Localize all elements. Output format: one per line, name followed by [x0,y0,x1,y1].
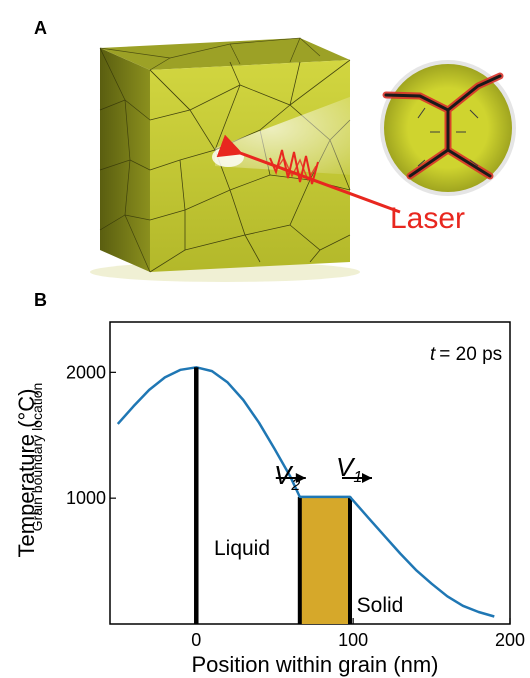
solid-label: Solid [357,594,404,617]
block-side-face [100,48,150,272]
v1-arrow-head [362,473,372,484]
block-top-face [100,38,350,70]
time-suffix: = 20 ps [439,344,502,365]
grain-boundary-label: Grain boundary location [29,383,45,532]
v1-label: V1 [336,452,362,486]
grain-boundary-inset [380,60,516,196]
temperature-curve [116,366,495,618]
y-tick-label: 2000 [66,362,106,382]
x-tick-label: 100 [338,630,368,650]
laser-wave [269,149,319,185]
time-prefix: t [430,344,436,365]
laser-label: Laser [390,202,465,235]
chart-marks [116,366,495,624]
x-axis-label: Position within grain (nm) [192,652,439,677]
v2-label: V2 [274,460,300,494]
x-tick-label: 200 [495,630,525,650]
time-annotation: t = 20 ps [430,344,502,365]
zoom-cone [215,78,400,178]
panel-a-illustration: Laser [90,37,516,282]
y-axis-label: Temperature (°C) [14,389,39,558]
melt-zone [299,496,350,624]
v2-arrow-head [295,473,306,484]
panel-a-label: A [34,18,47,38]
laser-beam [216,134,401,214]
axis-ticks: 0 100 200 1000 2000 [66,362,525,650]
x-tick-label: 0 [191,630,201,650]
panel-b-label: B [34,290,47,310]
liquid-label: Liquid [214,537,270,560]
y-tick-label: 1000 [66,488,106,508]
